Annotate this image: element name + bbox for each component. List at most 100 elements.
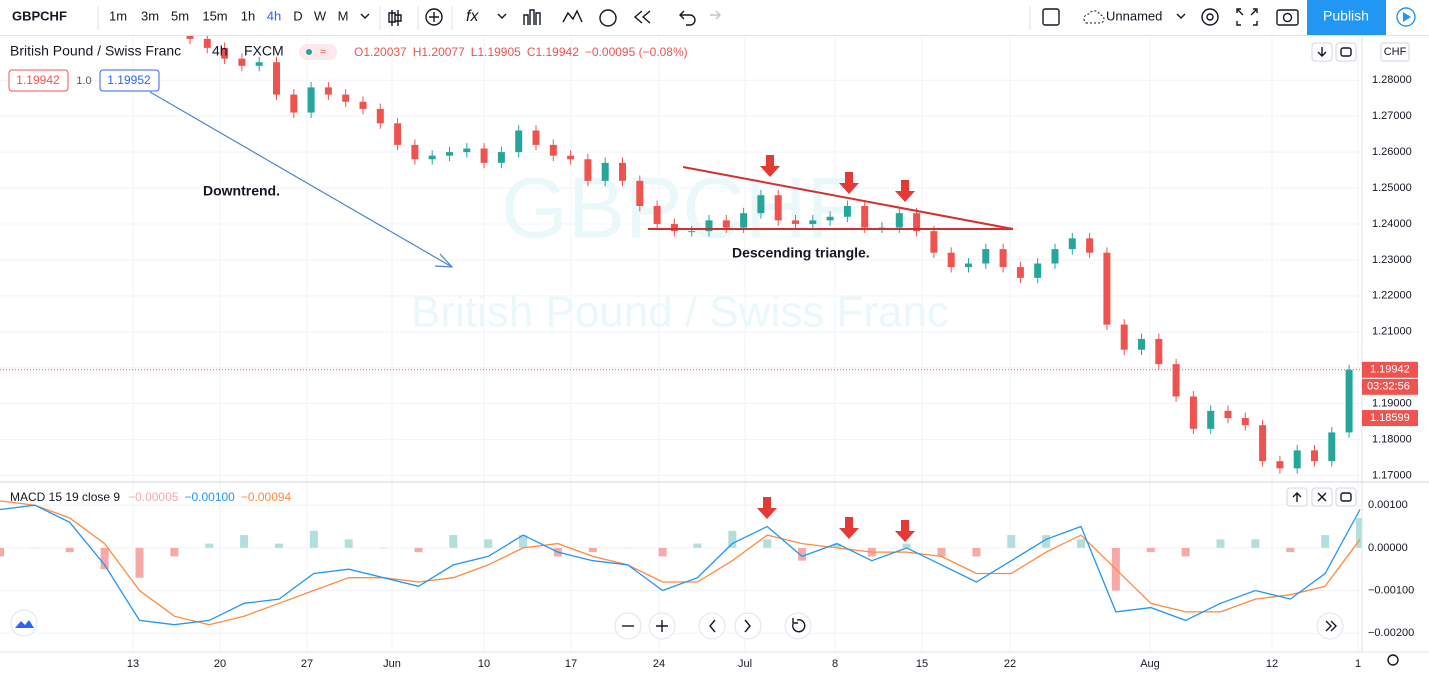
status-icon: ≈ — [320, 46, 326, 58]
candle-body — [670, 223, 678, 232]
replay-icon[interactable] — [633, 10, 651, 24]
settings-button[interactable] — [1201, 8, 1219, 26]
candle-body — [965, 263, 972, 268]
macd-histogram-bar — [100, 547, 109, 570]
candle-body — [532, 130, 540, 145]
scroll-left-button[interactable] — [698, 612, 726, 640]
fullscreen-button[interactable] — [1236, 8, 1258, 26]
currency-box[interactable] — [1380, 42, 1410, 62]
candle-body — [221, 47, 229, 59]
candle-body — [1034, 263, 1042, 278]
logo-button[interactable] — [10, 609, 38, 637]
icon — [1292, 492, 1302, 502]
candle-body — [636, 180, 644, 206]
candle-body — [497, 152, 505, 163]
indicators-icon[interactable]: fx — [466, 8, 479, 25]
maximize-button[interactable] — [1335, 42, 1357, 62]
alert-icon[interactable] — [599, 9, 617, 27]
interval[interactable]: 3m — [141, 8, 159, 23]
y-tick-label: −0.00200 — [1368, 627, 1414, 639]
candle-body — [1276, 461, 1284, 469]
candle-body — [1016, 267, 1024, 278]
interval[interactable]: 1h — [241, 8, 255, 23]
sell-box[interactable] — [8, 69, 69, 92]
layout-icon[interactable] — [1042, 8, 1060, 26]
candle-body — [1155, 338, 1163, 365]
price-axis — [1362, 36, 1429, 652]
macd-histogram-bar — [1181, 547, 1190, 557]
undo-icon[interactable] — [679, 10, 696, 26]
legend-exchange: FXCM — [244, 43, 284, 59]
interval[interactable]: M — [338, 8, 349, 23]
price-label-bg — [1362, 361, 1418, 378]
time-label: Jul — [738, 658, 752, 670]
countdown-bg — [1362, 378, 1418, 395]
candle-body — [1120, 324, 1128, 350]
interval[interactable]: 15m — [202, 8, 227, 23]
buy-box[interactable] — [99, 69, 160, 92]
redo-icon[interactable] — [710, 10, 721, 20]
trend-arrow — [149, 91, 453, 268]
candle-body — [342, 94, 350, 102]
maximize-pane-button[interactable] — [1335, 487, 1357, 507]
candle-body — [463, 148, 471, 153]
candle-body — [515, 130, 523, 153]
macd-histogram-bar — [1251, 539, 1260, 548]
macd-legend: MACD 15 19 close 9 −0.00005 −0.00100 −0.000… — [10, 490, 292, 504]
layout-name[interactable]: Unnamed — [1106, 8, 1162, 23]
status-dot — [306, 49, 312, 55]
status-pill[interactable] — [299, 44, 337, 60]
ohlc-change: −0.00095 (−0.08%) — [585, 45, 688, 59]
financials-icon[interactable] — [523, 9, 541, 25]
time-label: Jun — [383, 658, 401, 670]
indicators-menu[interactable] — [497, 13, 507, 19]
interval-menu[interactable] — [360, 13, 370, 19]
layout-menu[interactable] — [1176, 13, 1186, 19]
marker-arrow — [839, 172, 859, 194]
price-label-bg — [1362, 410, 1418, 427]
interval[interactable]: W — [314, 8, 327, 23]
candle-body — [1189, 396, 1197, 429]
snapshot-button[interactable] — [1276, 9, 1299, 26]
macd-histogram-bar — [274, 543, 283, 548]
icon — [1282, 12, 1293, 23]
interval[interactable]: 4h — [267, 8, 281, 23]
y-tick-label: 1.19000 — [1372, 398, 1412, 410]
interval[interactable]: D — [293, 8, 302, 23]
icon — [656, 620, 668, 632]
time-label: 1 — [1355, 658, 1361, 670]
watermark-symbol: GBPCHF — [501, 161, 859, 257]
time-label: 22 — [1004, 658, 1016, 670]
macd-histogram-bar — [623, 547, 632, 549]
candle-body — [480, 148, 488, 163]
macd-value: −0.00100 — [184, 490, 235, 504]
interval[interactable]: 1m — [109, 8, 127, 23]
scroll-to-end-button[interactable] — [1316, 612, 1344, 640]
macd-histogram-bar — [728, 530, 737, 548]
icon — [1317, 492, 1327, 502]
reset-button[interactable] — [784, 612, 812, 640]
publish-button[interactable] — [1307, 0, 1386, 35]
macd-histogram-bar — [414, 547, 423, 553]
scroll-right-button[interactable] — [734, 612, 762, 640]
time-label: 10 — [478, 658, 490, 670]
y-tick-label: 1.22000 — [1372, 290, 1412, 302]
macd-histogram-bar — [902, 543, 911, 548]
compare-icon[interactable] — [425, 8, 443, 26]
time-label: 15 — [916, 658, 928, 670]
candle-body — [861, 205, 869, 228]
settings-icon[interactable] — [1387, 654, 1399, 666]
ask-price: 1.19952 — [107, 73, 151, 87]
time-label: Aug — [1140, 658, 1160, 670]
interval[interactable]: 5m — [171, 8, 189, 23]
candle-body — [359, 101, 367, 109]
templates-icon[interactable] — [562, 9, 583, 23]
annotation-text: Downtrend. — [203, 183, 280, 199]
axes: 13 20 27 Jun 10 17 24 Jul 8 15 22 Aug 12 1 1.28000 1.27… — [127, 74, 1418, 670]
ohlc-value: L1.19905 — [471, 45, 521, 59]
chart-type-icon[interactable] — [388, 10, 402, 26]
symbol[interactable]: GBPCHF — [12, 8, 67, 23]
y-tick-label: 1.21000 — [1372, 326, 1412, 338]
play-button[interactable] — [1396, 7, 1416, 27]
y-tick-label: 1.17000 — [1372, 469, 1412, 481]
